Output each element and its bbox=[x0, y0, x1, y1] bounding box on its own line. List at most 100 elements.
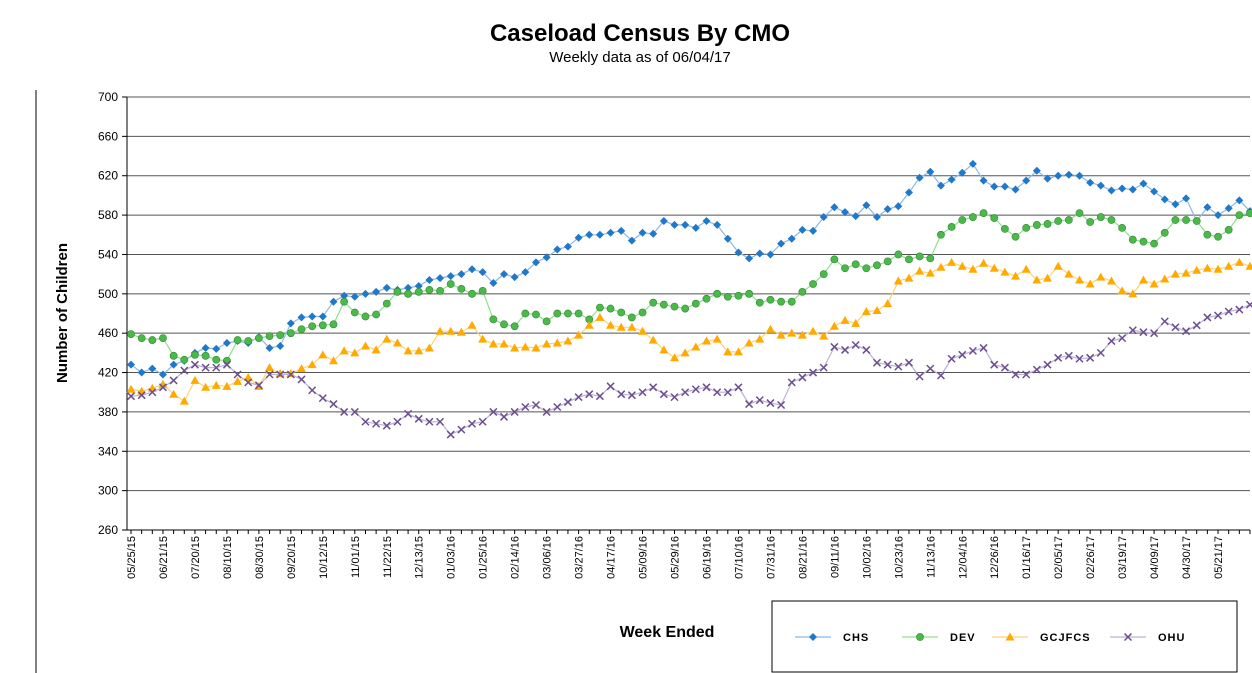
x-tick-label: 11/22/15 bbox=[382, 536, 394, 578]
marker bbox=[937, 230, 945, 239]
marker bbox=[595, 312, 605, 321]
marker bbox=[446, 430, 455, 439]
marker bbox=[936, 181, 945, 190]
x-tick-label: 07/20/15 bbox=[190, 536, 202, 579]
chart-subtitle: Weekly data as of 06/04/17 bbox=[549, 49, 731, 66]
marker bbox=[531, 258, 540, 267]
marker bbox=[904, 358, 914, 367]
marker bbox=[553, 245, 562, 254]
marker bbox=[883, 299, 893, 308]
marker bbox=[829, 321, 839, 330]
marker bbox=[1224, 261, 1234, 270]
marker bbox=[904, 273, 914, 282]
marker bbox=[957, 261, 967, 270]
marker bbox=[1171, 216, 1180, 224]
marker bbox=[776, 330, 786, 339]
marker bbox=[425, 276, 434, 285]
marker bbox=[190, 360, 199, 369]
marker bbox=[745, 289, 754, 298]
marker bbox=[542, 339, 552, 348]
x-tick-label: 02/26/17 bbox=[1085, 536, 1097, 579]
marker bbox=[297, 325, 306, 334]
marker bbox=[371, 345, 381, 354]
marker bbox=[819, 270, 828, 279]
y-tick-label: 660 bbox=[98, 129, 118, 143]
marker bbox=[638, 326, 648, 335]
marker bbox=[606, 228, 615, 237]
marker bbox=[681, 220, 690, 229]
marker bbox=[1032, 275, 1042, 284]
y-tick-label: 300 bbox=[98, 484, 118, 498]
marker bbox=[1054, 353, 1063, 362]
x-tick-label: 10/12/15 bbox=[318, 536, 330, 579]
x-tick-label: 05/09/16 bbox=[638, 536, 650, 579]
marker bbox=[308, 322, 317, 331]
marker bbox=[478, 286, 487, 295]
marker bbox=[137, 391, 146, 400]
marker bbox=[819, 331, 829, 340]
marker bbox=[1128, 185, 1137, 194]
marker bbox=[1106, 276, 1116, 285]
marker bbox=[403, 346, 413, 355]
marker bbox=[904, 188, 913, 197]
marker bbox=[797, 330, 807, 339]
marker bbox=[873, 261, 881, 270]
marker bbox=[1075, 209, 1084, 218]
marker bbox=[1213, 264, 1223, 273]
marker bbox=[809, 226, 818, 235]
marker bbox=[339, 346, 349, 355]
marker bbox=[713, 289, 722, 298]
marker bbox=[328, 356, 338, 365]
marker bbox=[713, 388, 722, 397]
marker bbox=[659, 300, 668, 309]
x-tick-label: 03/19/17 bbox=[1117, 536, 1129, 579]
marker bbox=[563, 242, 572, 251]
marker bbox=[169, 351, 178, 360]
marker bbox=[1128, 326, 1137, 335]
marker bbox=[243, 372, 253, 381]
marker bbox=[1245, 300, 1252, 309]
marker bbox=[979, 176, 988, 185]
marker bbox=[840, 345, 850, 354]
y-tick-label: 380 bbox=[98, 405, 118, 419]
marker bbox=[584, 320, 594, 329]
marker bbox=[1107, 186, 1116, 195]
marker bbox=[340, 291, 349, 300]
marker bbox=[169, 376, 178, 385]
marker bbox=[766, 250, 775, 259]
marker bbox=[1171, 323, 1180, 332]
marker bbox=[648, 335, 658, 344]
marker bbox=[318, 321, 327, 330]
marker bbox=[670, 302, 679, 311]
marker bbox=[446, 272, 455, 281]
marker bbox=[265, 370, 274, 379]
marker bbox=[915, 372, 924, 381]
marker bbox=[1182, 216, 1190, 224]
y-tick-label: 540 bbox=[98, 247, 118, 261]
marker bbox=[1074, 275, 1084, 284]
marker bbox=[190, 375, 200, 384]
marker bbox=[915, 252, 924, 261]
marker bbox=[830, 342, 839, 351]
marker bbox=[627, 313, 636, 322]
marker bbox=[649, 229, 658, 238]
marker bbox=[883, 360, 892, 369]
marker bbox=[830, 255, 839, 264]
marker bbox=[936, 262, 946, 271]
marker bbox=[1096, 348, 1105, 357]
y-tick-label: 260 bbox=[98, 523, 118, 537]
marker bbox=[1160, 274, 1170, 283]
marker bbox=[1000, 182, 1009, 191]
legend-label: CHS bbox=[843, 632, 869, 644]
marker bbox=[733, 347, 743, 356]
x-tick-label: 02/05/17 bbox=[1053, 536, 1065, 579]
marker bbox=[233, 370, 242, 379]
marker bbox=[436, 417, 445, 426]
marker bbox=[148, 336, 157, 344]
marker bbox=[1138, 275, 1148, 284]
series-line bbox=[130, 163, 1251, 376]
marker bbox=[286, 319, 295, 328]
marker bbox=[1075, 354, 1084, 363]
marker bbox=[404, 289, 412, 298]
